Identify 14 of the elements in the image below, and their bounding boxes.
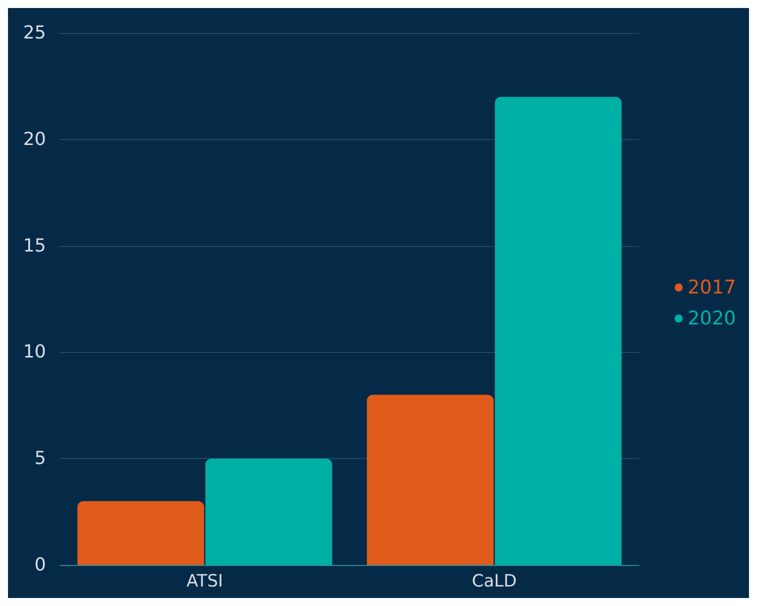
legend-label: 2020	[688, 308, 736, 330]
x-tick-label: ATSI	[186, 572, 223, 592]
y-tick-label: 0	[34, 554, 46, 576]
y-tick-label: 5	[34, 448, 46, 470]
legend-label: 2017	[688, 276, 736, 298]
bar	[366, 394, 494, 565]
bar	[77, 501, 204, 565]
bar	[494, 96, 622, 565]
y-tick-label: 15	[23, 235, 46, 256]
x-tick-label: CaLD	[472, 572, 517, 592]
y-tick-label: 20	[23, 128, 46, 150]
y-tick-label: 10	[23, 342, 46, 363]
y-tick-label: 25	[23, 22, 46, 44]
bar	[205, 458, 332, 565]
